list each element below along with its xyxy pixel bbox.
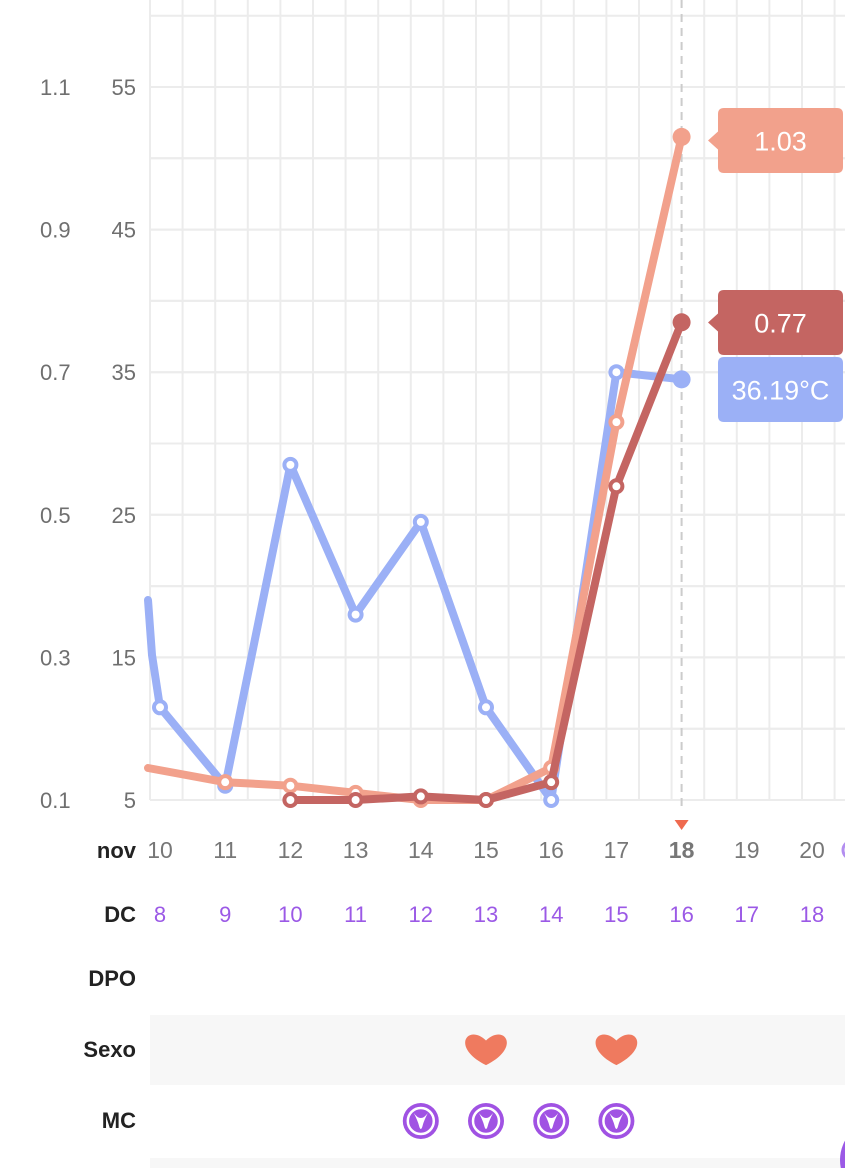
callout-salmon-value: 1.03 <box>754 127 807 157</box>
current-day-marker <box>674 820 689 830</box>
mc-icon-ring <box>536 1106 566 1136</box>
dc-value: 16 <box>669 902 693 927</box>
mc-icon-ring <box>471 1106 501 1136</box>
mc-icon-ring <box>406 1106 436 1136</box>
callout-temp[interactable]: 36.19°C <box>718 357 843 422</box>
dc-value: 17 <box>735 902 759 927</box>
brown-series-point[interactable] <box>412 788 429 805</box>
date-label: 13 <box>343 837 369 863</box>
mc-icon-ring <box>602 1106 631 1136</box>
heart-icon[interactable] <box>595 1034 638 1066</box>
dc-value: 9 <box>219 902 231 927</box>
temperature-series-point[interactable] <box>543 792 560 808</box>
mc-label: MC <box>102 1108 136 1133</box>
mc-icon-drop <box>413 1113 428 1129</box>
brown-series-point[interactable] <box>608 478 625 495</box>
date-label: 12 <box>278 837 304 863</box>
y-left-tick-label: 0.7 <box>40 360 71 385</box>
temperature-series-point[interactable] <box>478 699 494 716</box>
sexo-row[interactable] <box>465 1034 638 1066</box>
mc-row[interactable] <box>402 1103 635 1139</box>
date-label-current: 18 <box>669 837 695 863</box>
y-right-tick-label: 25 <box>112 503 136 528</box>
date-label: 15 <box>473 837 499 863</box>
date-label: 20 <box>799 837 825 863</box>
month-label: nov <box>97 838 137 863</box>
salmon-series-point[interactable] <box>608 414 625 431</box>
cervical-mucus-icon[interactable] <box>533 1103 570 1139</box>
date-label: 11 <box>213 837 237 863</box>
date-label: 17 <box>604 837 630 863</box>
brown-series-point[interactable] <box>478 792 494 808</box>
y-right-tick-label: 35 <box>112 360 136 385</box>
temperature-series-point[interactable] <box>282 456 299 473</box>
y-right-tick-label: 15 <box>112 645 136 670</box>
dc-row: 8 9 10 11 12 13 14 15 16 17 18 <box>154 902 824 927</box>
y-right-tick-label: 5 <box>124 788 136 813</box>
y-left-tick-label: 0.1 <box>40 788 71 813</box>
callout-salmon[interactable]: 1.03 <box>708 108 843 173</box>
date-label: 16 <box>538 837 564 863</box>
dc-value: 8 <box>154 902 166 927</box>
brown-series-point[interactable] <box>543 774 560 791</box>
callout-temp-value: 36.19°C <box>732 376 830 406</box>
dc-value: 12 <box>409 902 433 927</box>
dc-value: 10 <box>278 902 302 927</box>
y-left-tick-label: 0.5 <box>40 503 71 528</box>
brown-series-point-current[interactable] <box>672 313 691 332</box>
temperature-series-point[interactable] <box>412 513 429 530</box>
date-label: 14 <box>408 837 434 863</box>
temperature-series-point[interactable] <box>608 364 625 381</box>
dc-value: 13 <box>474 902 498 927</box>
temperature-series-point-current[interactable] <box>672 370 691 389</box>
callout-brown[interactable]: 0.77 <box>708 290 843 355</box>
date-label: 10 <box>147 837 173 863</box>
y-left-tick-label: 1.1 <box>40 75 71 100</box>
cervical-mucus-icon[interactable] <box>402 1103 439 1139</box>
next-date-indicator <box>841 842 845 858</box>
y-axis-left: 1.1 0.9 0.7 0.5 0.3 0.1 <box>40 75 71 813</box>
next-row-band <box>150 1158 845 1168</box>
brown-series-point[interactable] <box>282 792 299 808</box>
y-left-tick-label: 0.3 <box>40 645 71 670</box>
dc-value: 15 <box>604 902 628 927</box>
y-right-tick-label: 45 <box>112 218 136 243</box>
cervical-mucus-icon[interactable] <box>468 1103 504 1139</box>
sexo-label: Sexo <box>83 1037 136 1062</box>
series-layer[interactable] <box>144 127 691 808</box>
date-row: 10 11 12 13 14 15 16 17 18 19 20 <box>147 837 825 863</box>
date-label: 19 <box>734 837 760 863</box>
callout-temp-bubble <box>718 357 843 422</box>
mc-icon-drop <box>544 1113 559 1129</box>
mc-icon-drop <box>479 1113 493 1129</box>
heart-icon[interactable] <box>465 1034 507 1066</box>
brown-series-point[interactable] <box>347 792 364 808</box>
dc-label: DC <box>104 902 136 927</box>
dpo-label: DPO <box>88 966 136 991</box>
dc-value: 11 <box>344 902 367 927</box>
callout-brown-value: 0.77 <box>754 309 807 339</box>
salmon-series-point[interactable] <box>282 777 299 794</box>
y-right-tick-label: 55 <box>112 75 136 100</box>
y-left-tick-label: 0.9 <box>40 218 71 243</box>
temperature-series-point[interactable] <box>152 699 168 716</box>
dc-value: 18 <box>800 902 824 927</box>
y-axis-right: 55 45 35 25 15 5 <box>112 75 136 813</box>
salmon-series-point[interactable] <box>217 774 234 791</box>
callout-salmon-bubble <box>708 108 843 173</box>
brown-series[interactable] <box>282 313 691 808</box>
salmon-series-point-current[interactable] <box>672 127 691 146</box>
floating-action-button-edge[interactable] <box>840 1120 845 1168</box>
dc-value: 14 <box>539 902 563 927</box>
mc-icon-drop <box>609 1113 624 1129</box>
callout-brown-bubble <box>708 290 843 355</box>
temperature-series-point[interactable] <box>347 606 364 623</box>
cervical-mucus-icon[interactable] <box>598 1103 635 1139</box>
